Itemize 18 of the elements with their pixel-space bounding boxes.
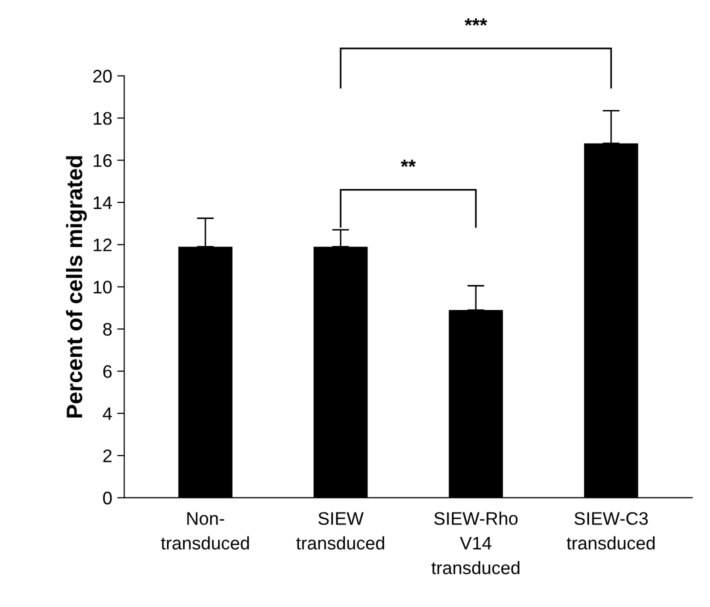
y-tick-label: 2 xyxy=(103,449,112,462)
y-tick-label: 6 xyxy=(103,365,112,378)
y-tick-label: 0 xyxy=(103,492,112,504)
y-tick-label: 20 xyxy=(93,70,112,83)
text: *** xyxy=(464,18,488,26)
x-tick-label: SIEW transduced xyxy=(296,512,384,550)
y-tick-label: 14 xyxy=(94,196,112,209)
y-tick-label: 8 xyxy=(103,322,112,336)
y-tick-label: 10 xyxy=(94,280,112,294)
y-tick-label: 4 xyxy=(102,407,112,420)
y-tick-label: 18 xyxy=(94,112,112,125)
annotation: ** xyxy=(400,160,416,167)
x-tick-label: Non- transduced xyxy=(161,512,249,550)
y-tick-label: 16 xyxy=(94,154,112,167)
x-tick-label: SIEW-C3 transduced xyxy=(566,512,655,550)
y-tick-label: 12 xyxy=(94,238,112,252)
y-axis-title: Percent of cells migrated xyxy=(66,156,87,418)
x-tick-label: SIEW-Rho V14 transduced xyxy=(431,512,520,574)
